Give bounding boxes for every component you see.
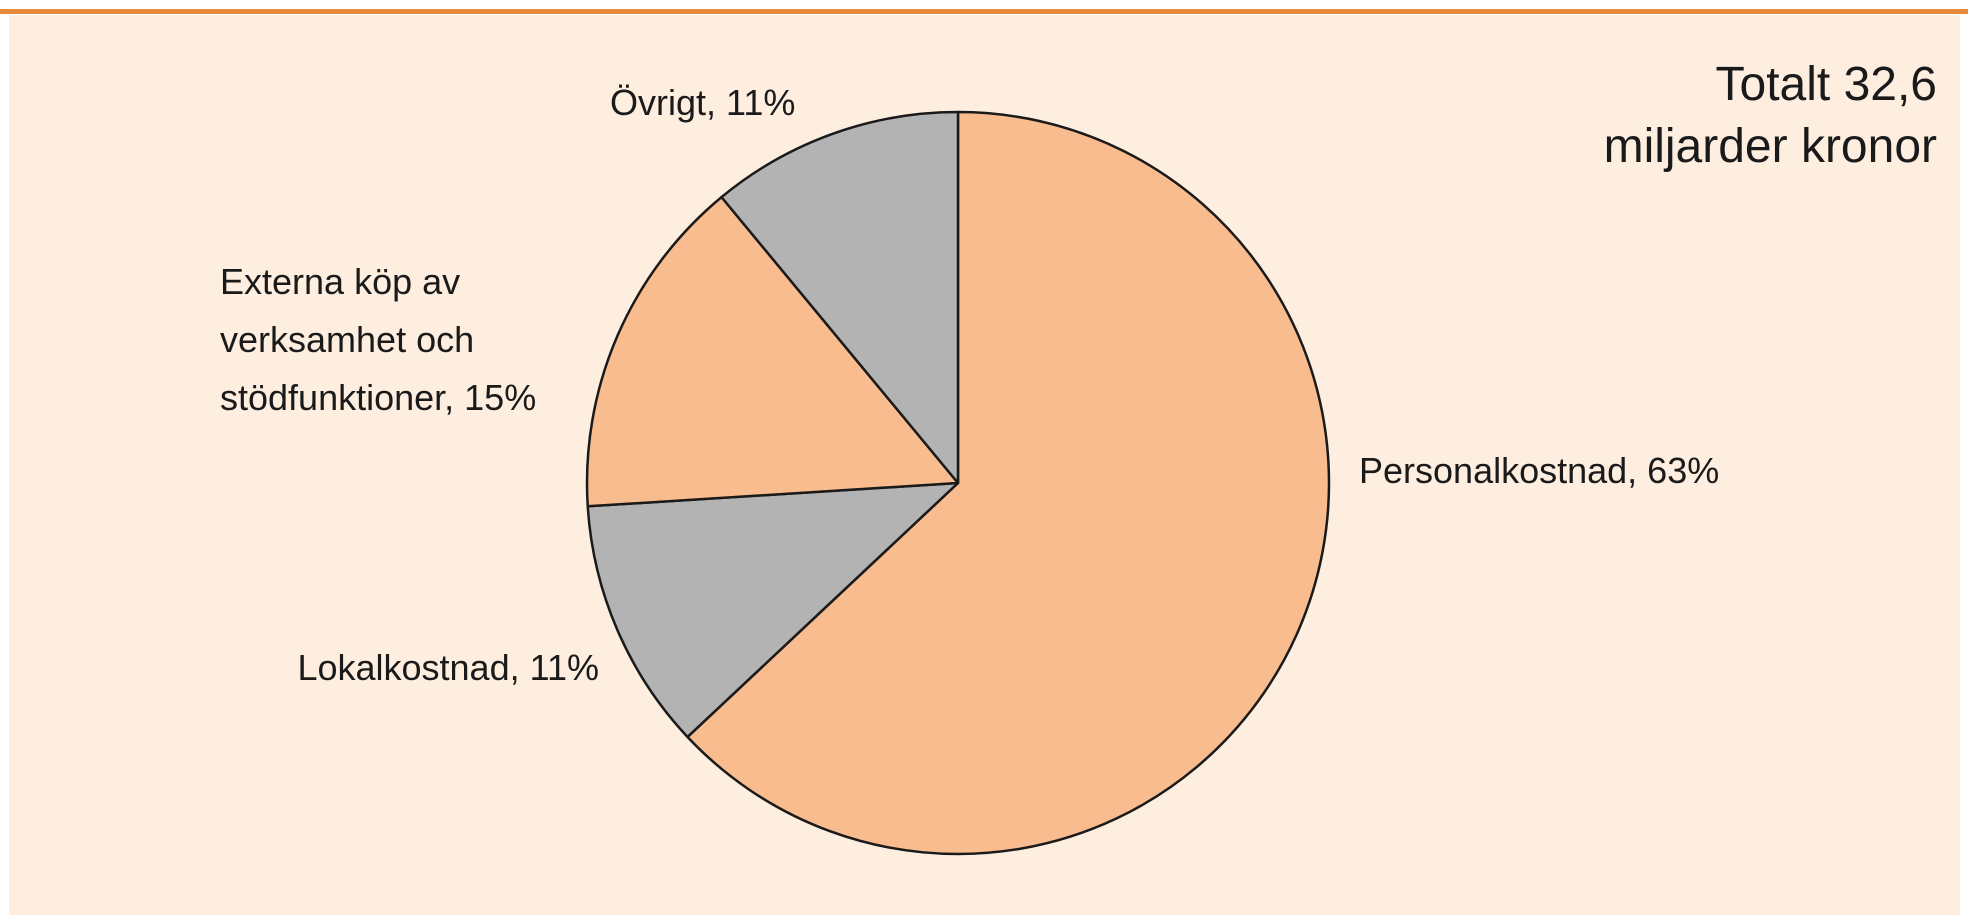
slice-label: Externa köp av verksamhet och stödfunkti… xyxy=(220,261,537,418)
annotation: Totalt 32,6 miljarder kronor xyxy=(1603,58,1937,173)
pie-slice xyxy=(720,110,960,485)
pie-slice xyxy=(586,481,960,739)
slice-label: Lokalkostnad, 11% xyxy=(297,647,599,688)
top-bar xyxy=(0,9,1968,14)
slice-label: Personalkostnad, 63% xyxy=(1359,450,1720,491)
pie-slice xyxy=(686,110,1331,856)
slice-label: Övrigt, 11% xyxy=(610,82,796,123)
pie-slice xyxy=(585,195,960,508)
